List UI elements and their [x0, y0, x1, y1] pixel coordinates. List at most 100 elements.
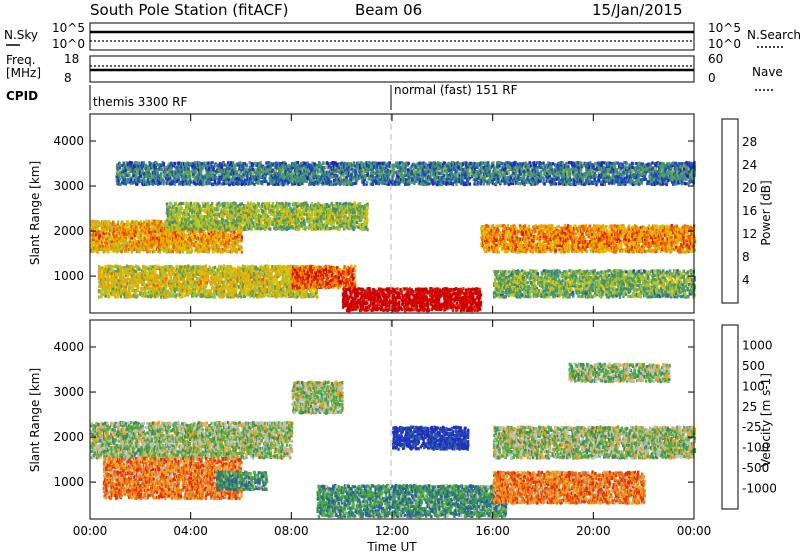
power-cell — [187, 249, 189, 252]
power-cell — [366, 203, 368, 206]
power-cell — [96, 251, 98, 254]
freq-label: Freq. — [6, 53, 36, 67]
power-cell — [187, 265, 189, 268]
power-cell — [189, 278, 191, 281]
power-cell — [316, 289, 318, 292]
power-cell — [190, 202, 192, 205]
nave-label: Nave — [752, 65, 783, 79]
power-cell — [205, 265, 207, 268]
nsearch-tick-bottom: 10^0 — [708, 37, 741, 51]
power-cell — [208, 236, 210, 239]
power-cell — [137, 294, 139, 297]
power-cell — [218, 221, 220, 224]
power-cell — [207, 272, 209, 275]
power-cell — [108, 278, 110, 281]
nave-tick-bottom: 0 — [708, 71, 716, 85]
power-cell — [108, 232, 110, 235]
power-cell — [253, 295, 255, 298]
power-cell — [250, 218, 252, 221]
power-cell — [359, 202, 361, 205]
power-cell — [306, 204, 308, 207]
power-cell — [235, 288, 237, 291]
power-cell — [105, 221, 107, 224]
power-cell — [301, 286, 303, 289]
power-cell — [125, 269, 127, 272]
power-cell — [343, 281, 345, 284]
power-cell — [204, 289, 206, 292]
power-cell — [98, 265, 100, 268]
power-cell — [354, 215, 356, 218]
power-cell — [102, 239, 104, 242]
power-cell — [191, 249, 193, 252]
power-cell — [222, 218, 224, 221]
power-cell — [165, 273, 167, 276]
power-cell — [354, 221, 356, 224]
power-cell — [165, 281, 167, 284]
power-cell — [230, 265, 232, 268]
power-cell — [105, 295, 107, 298]
power-cell — [190, 228, 192, 231]
power-cell — [226, 250, 228, 253]
power-cell — [265, 202, 267, 205]
power-cell — [184, 294, 186, 297]
power-cell — [192, 271, 194, 274]
power-cell — [316, 296, 318, 299]
power-cell — [292, 227, 294, 230]
power-cell — [121, 220, 123, 223]
power-cell — [97, 221, 99, 224]
power-cell — [164, 289, 166, 292]
power-cell — [167, 228, 169, 231]
power-cell — [217, 207, 219, 210]
power-cell — [258, 223, 260, 226]
power-cell — [118, 240, 120, 243]
power-cell — [238, 226, 240, 229]
power-cell — [339, 202, 341, 205]
power-cell — [206, 281, 208, 284]
power-cell — [191, 205, 193, 208]
power-cell — [179, 224, 181, 227]
power-cell — [172, 250, 174, 253]
power-cell — [314, 203, 316, 206]
power-cell — [117, 220, 119, 223]
power-cell — [296, 205, 298, 208]
power-cell — [145, 220, 147, 223]
power-cell — [240, 295, 242, 298]
power-cell — [247, 202, 249, 205]
power-cell — [267, 265, 269, 268]
freq-unit: [MHz] — [6, 66, 41, 80]
power-cell — [181, 295, 183, 298]
nsky-frame — [90, 23, 694, 50]
power-cell — [343, 265, 345, 268]
power-cell — [263, 294, 265, 297]
power-cell — [333, 222, 335, 225]
cpid-segment-1: themis 3300 RF — [93, 95, 187, 109]
power-cell — [183, 278, 185, 281]
power-cell — [209, 267, 211, 270]
power-cell — [129, 286, 131, 289]
power-cell — [181, 207, 183, 210]
power-cell — [189, 274, 191, 277]
power-cell — [215, 228, 217, 231]
cpid-label: CPID — [6, 89, 38, 103]
power-cell — [200, 282, 202, 285]
power-cell — [114, 295, 116, 298]
power-cell — [289, 265, 291, 268]
power-cell — [215, 223, 217, 226]
cpid-strip: CPID themis 3300 RF normal (fast) 151 RF — [6, 83, 518, 110]
power-cell — [207, 202, 209, 205]
power-cell — [288, 203, 290, 206]
cpid-segment-2: normal (fast) 151 RF — [394, 83, 518, 97]
power-cell — [149, 265, 151, 268]
power-cell — [235, 283, 237, 286]
power-cell — [146, 271, 148, 274]
nsky-panel: N.Sky 10^5 10^0 10^5 10^0 N.Search — [4, 21, 800, 51]
power-cell — [366, 217, 368, 220]
power-cell — [272, 202, 274, 205]
power-cell — [342, 203, 344, 206]
nsearch-tick-top: 10^5 — [708, 21, 741, 35]
power-cell — [241, 236, 243, 239]
power-cell — [265, 293, 267, 296]
nsky-tick-top: 10^5 — [52, 21, 85, 35]
power-cell — [170, 202, 172, 205]
